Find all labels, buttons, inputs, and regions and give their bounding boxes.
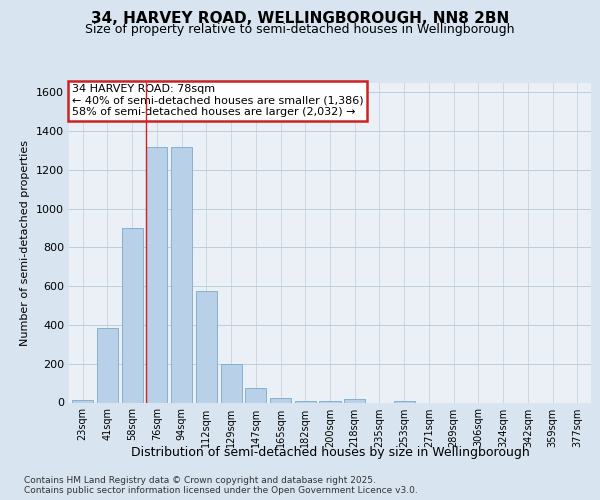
Bar bbox=[146, 146, 167, 402]
Bar bbox=[344, 398, 365, 402]
Bar bbox=[97, 328, 118, 402]
Bar bbox=[122, 228, 143, 402]
Bar bbox=[295, 400, 316, 402]
Text: 34 HARVEY ROAD: 78sqm
← 40% of semi-detached houses are smaller (1,386)
58% of s: 34 HARVEY ROAD: 78sqm ← 40% of semi-deta… bbox=[71, 84, 363, 117]
Bar bbox=[171, 146, 192, 402]
Y-axis label: Number of semi-detached properties: Number of semi-detached properties bbox=[20, 140, 31, 346]
Text: 34, HARVEY ROAD, WELLINGBOROUGH, NN8 2BN: 34, HARVEY ROAD, WELLINGBOROUGH, NN8 2BN bbox=[91, 11, 509, 26]
Bar bbox=[319, 400, 341, 402]
Text: Size of property relative to semi-detached houses in Wellingborough: Size of property relative to semi-detach… bbox=[85, 22, 515, 36]
Text: Distribution of semi-detached houses by size in Wellingborough: Distribution of semi-detached houses by … bbox=[131, 446, 529, 459]
Bar bbox=[270, 398, 291, 402]
Bar bbox=[221, 364, 242, 403]
Bar bbox=[245, 388, 266, 402]
Bar bbox=[394, 400, 415, 402]
Text: Contains HM Land Registry data © Crown copyright and database right 2025.
Contai: Contains HM Land Registry data © Crown c… bbox=[24, 476, 418, 495]
Bar bbox=[72, 400, 93, 402]
Bar bbox=[196, 291, 217, 403]
